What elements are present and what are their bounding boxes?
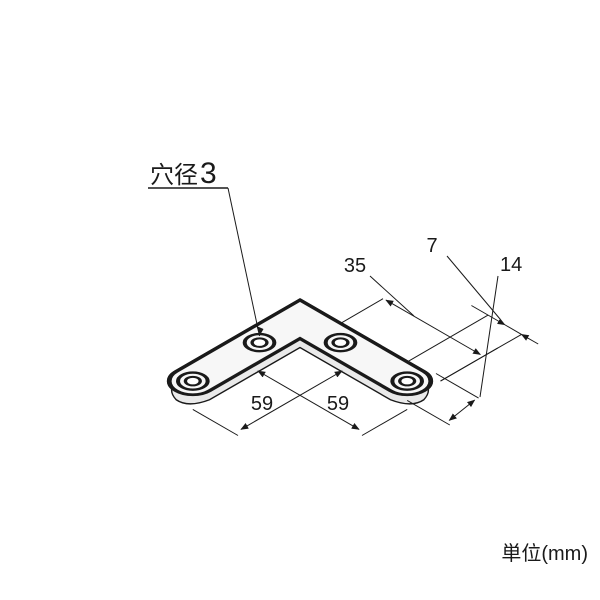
dim-value: 59 [251, 393, 273, 415]
svg-text:穴径3: 穴径3 [150, 157, 217, 190]
callout-label: 穴径 [150, 162, 198, 189]
dim-value: 7 [426, 235, 437, 257]
dim-value: 35 [344, 255, 366, 277]
dimension-drawing: 59 59 35 7 14 [0, 0, 600, 600]
dim-value: 14 [500, 254, 522, 276]
bracket-top-face-2 [159, 300, 440, 462]
unit-label: 単位(mm) [501, 542, 588, 565]
callout-value: 3 [200, 157, 217, 190]
dim-value: 59 [327, 393, 349, 415]
leader-line [447, 256, 500, 319]
hole-diameter-callout: 穴径3 [148, 157, 264, 336]
leader-line [370, 276, 414, 316]
